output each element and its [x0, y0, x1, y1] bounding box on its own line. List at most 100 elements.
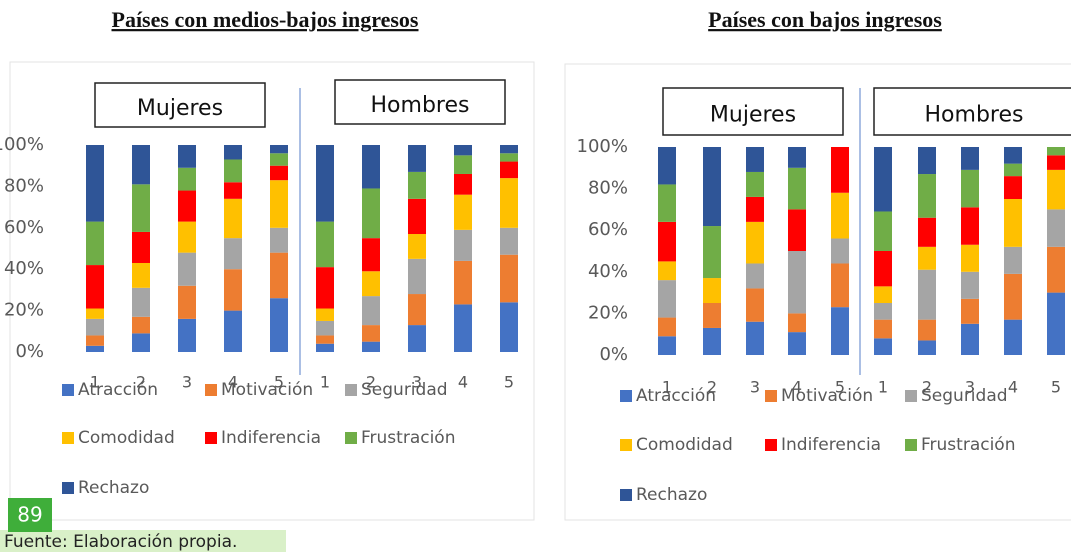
right-panel	[564, 63, 1071, 521]
legend-swatch	[905, 439, 917, 451]
bar-segment	[316, 145, 334, 222]
legend-label: Atracción	[636, 386, 716, 406]
bar-segment	[270, 227, 288, 253]
x-tick-label: 1	[90, 373, 100, 392]
group-box	[873, 87, 1071, 136]
bar-segment	[132, 333, 150, 352]
bar-segment	[788, 167, 806, 210]
bar-segment	[746, 171, 764, 197]
chart-title: Países con medios-bajos ingresos	[112, 7, 419, 32]
bar-segment	[224, 198, 242, 239]
x-tick-label: 2	[707, 378, 717, 397]
bar-segment	[270, 153, 288, 166]
bar-segment	[362, 188, 380, 239]
bar-segment	[270, 252, 288, 299]
y-tick-label: 60%	[4, 217, 44, 238]
y-tick-label: 80%	[4, 175, 44, 196]
x-tick-label: 2	[922, 378, 932, 397]
legend-swatch	[62, 432, 74, 444]
legend-swatch	[620, 439, 632, 451]
bar-segment	[788, 251, 806, 314]
bar-segment	[454, 145, 472, 156]
x-tick-label: 5	[835, 378, 845, 397]
bar-segment	[831, 192, 849, 239]
bar-segment	[224, 145, 242, 160]
bar-segment	[454, 229, 472, 261]
bar-segment	[961, 271, 979, 299]
bar-segment	[918, 246, 936, 270]
bar-segment	[703, 303, 721, 328]
bar-segment	[1004, 176, 1022, 199]
legend-label: Frustración	[361, 428, 455, 448]
bar-segment	[746, 147, 764, 172]
bar-segment	[746, 196, 764, 222]
legend-swatch	[345, 384, 357, 396]
left-panel	[9, 61, 535, 521]
bar-segment	[658, 184, 676, 222]
x-tick-label: 4	[1008, 378, 1018, 397]
x-tick-label: 2	[366, 373, 376, 392]
bar-segment	[316, 320, 334, 336]
badge: 89	[17, 503, 42, 527]
legend-swatch	[62, 482, 74, 494]
bar-segment	[746, 263, 764, 289]
bar-segment	[1004, 319, 1022, 355]
legend-label: Motivación	[221, 380, 313, 400]
bar-segment	[224, 159, 242, 183]
bar-segment	[874, 303, 892, 320]
bar-segment	[500, 302, 518, 352]
bar-segment	[918, 147, 936, 175]
bar-segment	[132, 231, 150, 263]
legend-swatch	[62, 384, 74, 396]
bar-segment	[408, 234, 426, 259]
x-tick-label: 2	[136, 373, 146, 392]
bar-segment	[362, 145, 380, 189]
bar-segment	[362, 341, 380, 352]
bar-segment	[362, 296, 380, 326]
x-tick-label: 5	[274, 373, 284, 392]
bar-segment	[316, 335, 334, 344]
bar-segment	[316, 308, 334, 321]
bar-segment	[454, 304, 472, 352]
bar-segment	[316, 221, 334, 268]
source: Fuente: Elaboración propia.	[4, 532, 237, 552]
bar-segment	[500, 153, 518, 162]
bar-segment	[918, 217, 936, 247]
bar-segment	[874, 286, 892, 303]
y-tick-label: 0%	[599, 344, 628, 365]
bar-segment	[961, 207, 979, 245]
bar-segment	[132, 316, 150, 334]
bar-segment	[918, 269, 936, 320]
bar-segment	[874, 211, 892, 251]
bar-segment	[918, 319, 936, 341]
bar-segment	[178, 167, 196, 191]
bar-segment	[408, 294, 426, 326]
bar-segment	[454, 173, 472, 195]
legend-label: Seguridad	[921, 386, 1008, 406]
bar-segment	[1047, 292, 1065, 355]
bar-segment	[86, 265, 104, 309]
x-tick-label: 5	[1051, 378, 1061, 397]
bar-segment	[703, 147, 721, 227]
group-label: Mujeres	[710, 103, 796, 128]
legend-label: Indiferencia	[781, 435, 881, 455]
bar-segment	[788, 332, 806, 355]
badge-bg	[8, 498, 52, 532]
bar-segment	[788, 209, 806, 251]
bar-segment	[746, 221, 764, 264]
bar-segment	[658, 280, 676, 318]
x-tick-label: 4	[228, 373, 238, 392]
bar-segment	[500, 145, 518, 154]
bar-segment	[703, 226, 721, 279]
x-tick-label: 4	[458, 373, 468, 392]
x-tick-label: 3	[182, 373, 192, 392]
legend-swatch	[620, 489, 632, 501]
bar-segment	[408, 171, 426, 199]
bar-segment	[178, 252, 196, 286]
bar-segment	[961, 169, 979, 208]
legend-label: Motivación	[781, 386, 873, 406]
bar-segment	[132, 287, 150, 317]
group-box	[662, 87, 844, 136]
legend-label: Frustración	[921, 435, 1015, 455]
y-tick-label: 60%	[588, 219, 628, 240]
